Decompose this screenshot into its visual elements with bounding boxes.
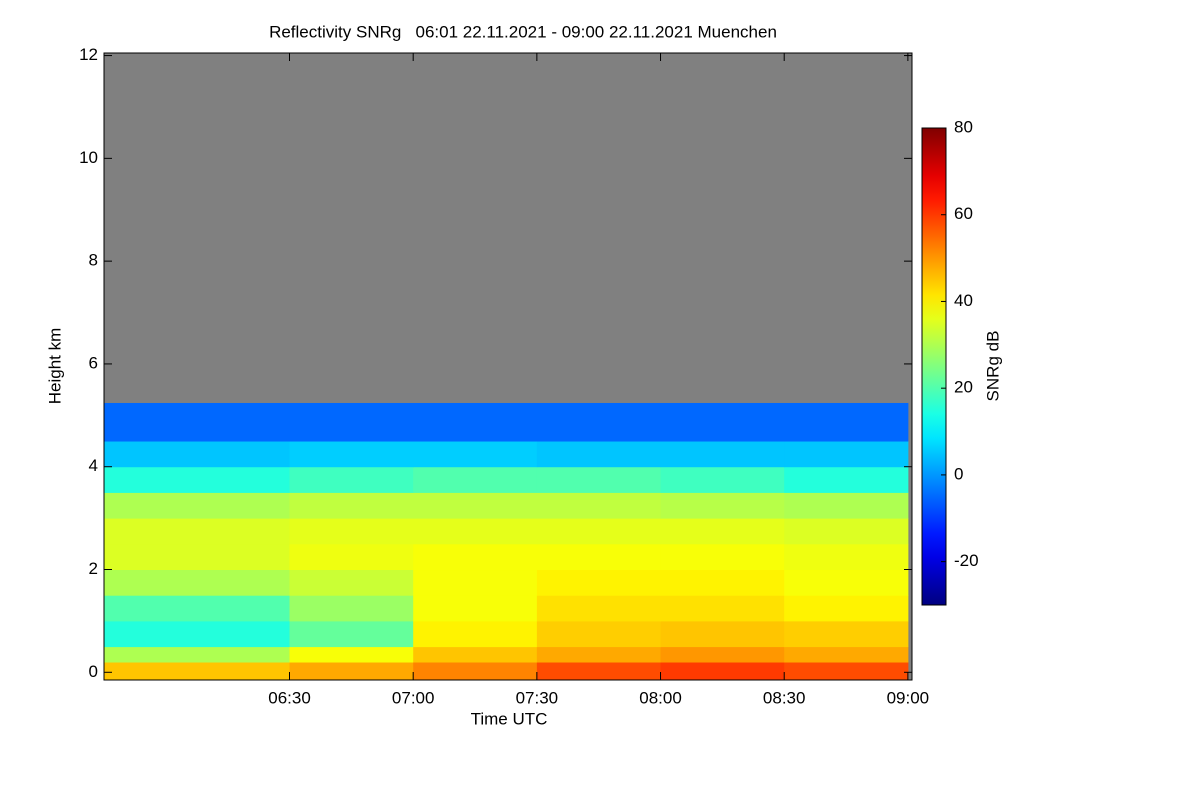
heatmap-cell [536,492,662,519]
y-tick-label: 0 [89,662,98,681]
x-tick-label: 07:00 [392,688,435,707]
heatmap-cell [104,441,291,468]
heatmap-cell [413,662,538,681]
heatmap-cell [104,543,291,571]
heatmap-cell [660,646,785,663]
x-axis-label: Time UTC [471,709,548,728]
heatmap-cell [784,518,909,545]
heatmap-cell [660,492,785,519]
heatmap-cell [660,402,785,442]
heatmap-cell [413,55,538,403]
heatmap-cell [784,662,909,681]
heatmap-cell [104,646,291,663]
heatmap-cell [536,402,662,442]
heatmap-cell [289,441,414,468]
heatmap-cell [536,646,662,663]
y-tick-label: 2 [89,559,98,578]
heatmap-cell [104,620,291,648]
y-tick-label: 4 [89,456,98,475]
heatmap-cell [536,620,662,648]
heatmap-cell [660,595,785,622]
heatmap-cell [289,662,414,681]
heatmap-cell [536,55,662,403]
heatmap-cell [536,569,662,596]
y-axis-label: Height km [45,328,64,405]
heatmap-cell [660,55,785,403]
heatmap-cell [536,662,662,681]
heatmap-cell [784,466,909,493]
heatmap-cell [289,543,414,571]
heatmap-cell [536,595,662,622]
colorbar-tick-label: 40 [954,291,973,310]
plot-frame [103,52,913,681]
heatmap-cell [104,518,291,545]
heatmap-cell [104,55,291,403]
heatmap-cell [413,543,538,571]
y-tick-label: 12 [79,45,98,64]
heatmap-cell [784,646,909,663]
heatmap-cell [536,466,662,493]
heatmap-cell [536,518,662,545]
x-tick-label: 09:00 [887,688,930,707]
heatmap-cell [289,595,414,622]
colorbar-label: SNRg dB [983,331,1002,402]
y-tick-label: 6 [89,353,98,372]
colorbar [921,127,947,606]
heatmap-cell [413,595,538,622]
heatmap-cell [289,569,414,596]
chart-title: Reflectivity SNRg 06:01 22.11.2021 - 09:… [269,22,777,41]
heatmap-cell [104,662,291,681]
colorbar-tick-label: -20 [954,551,979,570]
heatmap-cell [413,646,538,663]
heatmap-cell [104,595,291,622]
heatmap-cell [289,402,414,442]
heatmap-cell [660,441,785,468]
heatmap-cell [660,518,785,545]
heatmap-cell [104,492,291,519]
heatmap-cell [784,441,909,468]
colorbar-tick-label: 20 [954,378,973,397]
heatmap-cell [413,466,538,493]
heatmap-cell [289,518,414,545]
heatmap-cell [536,441,662,468]
heatmap-cell [289,492,414,519]
heatmap-cell [784,620,909,648]
heatmap-cell [413,492,538,519]
colorbar-tick-label: 0 [954,464,963,483]
heatmap-cell [289,466,414,493]
heatmap-cell [289,620,414,648]
heatmap-cell [784,569,909,596]
heatmap-cell [413,569,538,596]
colorbar-tick-label: 60 [954,204,973,223]
heatmap-cell [413,518,538,545]
heatmap-cell [660,662,785,681]
heatmap-cell [289,55,414,403]
heatmap-cell [784,595,909,622]
y-tick-label: 8 [89,251,98,270]
heatmap-cell [413,620,538,648]
heatmap-cell [289,646,414,663]
heatmap-cell [104,466,291,493]
heatmap-cell [104,569,291,596]
heatmap-cell [413,402,538,442]
heatmap-cell [660,569,785,596]
heatmap-cell [104,402,291,442]
heatmap-cell [784,402,909,442]
heatmap-cell [660,466,785,493]
heatmap-cell [784,492,909,519]
x-tick-label: 07:30 [516,688,559,707]
y-tick-label: 10 [79,148,98,167]
heatmap-cell [784,543,909,571]
heatmap-cell [660,620,785,648]
x-tick-label: 08:30 [763,688,806,707]
heatmap-cell [660,543,785,571]
colorbar-tick-label: 80 [954,117,973,136]
heatmap-cell [784,55,909,403]
x-tick-label: 06:30 [268,688,311,707]
heatmap-cell [413,441,538,468]
x-tick-label: 08:00 [639,688,682,707]
heatmap-cell [536,543,662,571]
